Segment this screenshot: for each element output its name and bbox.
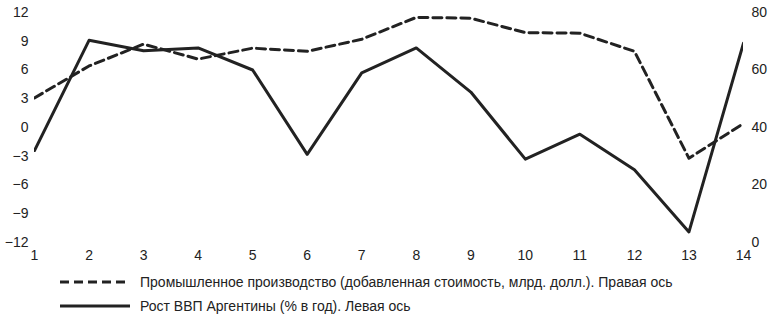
svg-text:6: 6 (303, 247, 311, 263)
svg-text:7: 7 (358, 247, 366, 263)
html-text:Промышленное производство (доб: Промышленное производство (добавленная с… (140, 274, 673, 290)
svg-text:8: 8 (412, 247, 420, 263)
svg-text:9: 9 (21, 33, 29, 49)
svg-text:80: 80 (752, 4, 768, 20)
svg-text:9: 9 (467, 247, 475, 263)
svg-text:−12: −12 (5, 234, 29, 250)
svg-text:0: 0 (21, 119, 29, 135)
svg-text:40: 40 (752, 119, 768, 135)
svg-text:13: 13 (681, 247, 697, 263)
svg-text:6: 6 (21, 61, 29, 77)
svg-text:−6: −6 (13, 176, 29, 192)
svg-text:12: 12 (627, 247, 643, 263)
svg-text:2: 2 (85, 247, 93, 263)
html-text:Рост ВВП Аргентины (% в год).: Рост ВВП Аргентины (% в год). Левая ось (140, 298, 411, 314)
svg-text:14: 14 (736, 247, 752, 263)
svg-text:4: 4 (194, 247, 202, 263)
svg-text:20: 20 (752, 176, 768, 192)
svg-text:60: 60 (752, 61, 768, 77)
svg-text:11: 11 (573, 247, 588, 263)
svg-text:1: 1 (31, 247, 39, 263)
svg-text:10: 10 (518, 247, 534, 263)
svg-text:3: 3 (21, 90, 29, 106)
svg-text:5: 5 (249, 247, 257, 263)
svg-text:−9: −9 (13, 205, 29, 221)
svg-text:3: 3 (140, 247, 148, 263)
svg-text:0: 0 (752, 234, 760, 250)
svg-text:12: 12 (13, 4, 29, 20)
svg-text:−3: −3 (13, 148, 29, 164)
